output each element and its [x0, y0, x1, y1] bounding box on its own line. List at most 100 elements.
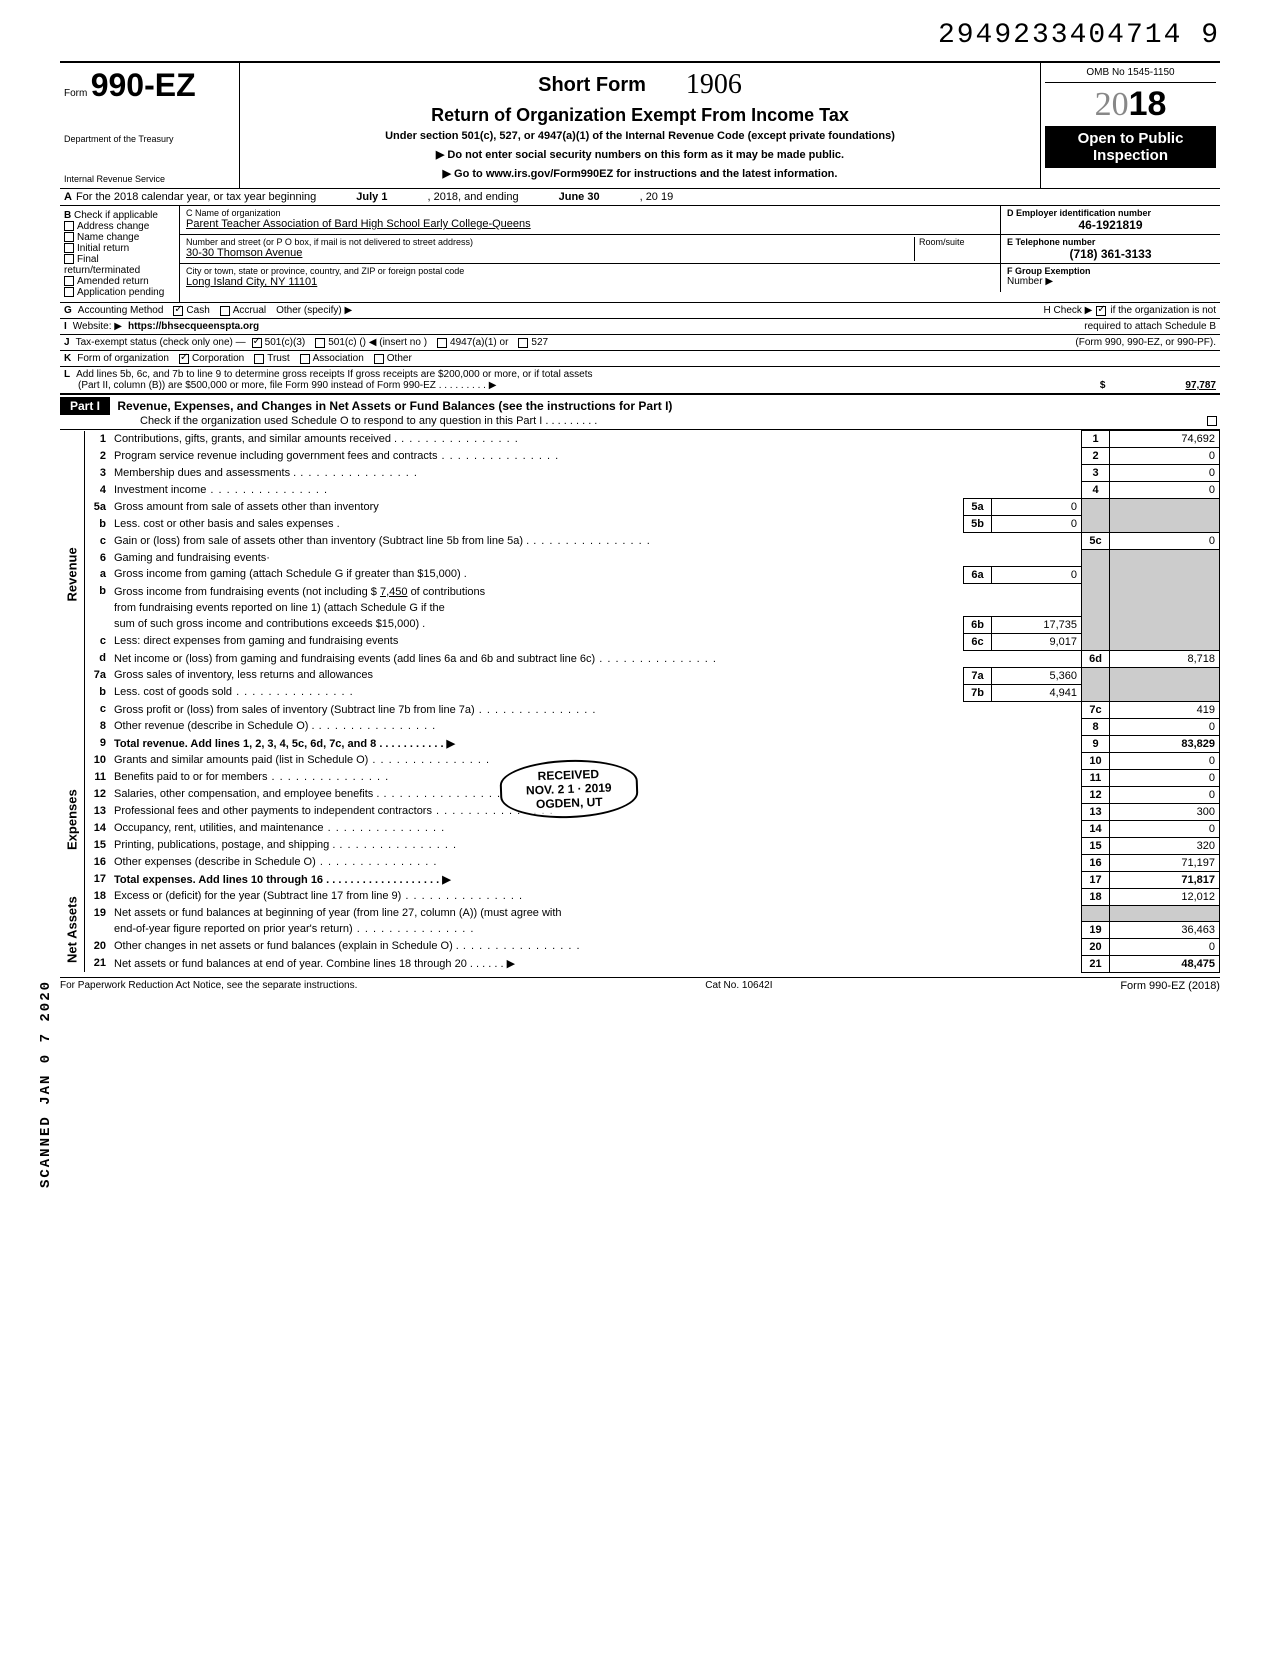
k-o4: Other	[387, 353, 412, 364]
l7b-sublbl: 7b	[964, 684, 992, 701]
j-label: J	[64, 337, 70, 348]
l12-num: 12	[84, 786, 110, 803]
b-check-label: Check if applicable	[74, 210, 158, 221]
l17-num: 17	[84, 871, 110, 888]
l19-desc2: end-of-year figure reported on prior yea…	[110, 921, 1082, 938]
g-accrual: Accrual	[233, 305, 266, 316]
g-other: Other (specify) ▶	[276, 305, 352, 316]
handwritten-note: 1906	[686, 69, 742, 101]
chk-name[interactable]	[64, 232, 74, 242]
line-a-end: June 30	[559, 191, 600, 203]
f-label: F Group Exemption	[1007, 266, 1214, 276]
l5b-num: b	[84, 516, 110, 533]
chk-trust[interactable]	[254, 354, 264, 364]
e-label: E Telephone number	[1007, 237, 1214, 247]
l20-desc: Other changes in net assets or fund bala…	[110, 938, 1082, 955]
chk-cash[interactable]	[173, 306, 183, 316]
j-o4: 527	[531, 337, 548, 348]
chk-h[interactable]	[1096, 306, 1106, 316]
l12-amt: 0	[1110, 786, 1220, 803]
l1-box: 1	[1082, 431, 1110, 448]
line-g-h: G Accounting Method Cash Accrual Other (…	[60, 303, 1220, 319]
chk-amended[interactable]	[64, 276, 74, 286]
chk-corp[interactable]	[179, 354, 189, 364]
header-right: OMB No 1545-1150 2018 Open to Public Ins…	[1040, 63, 1220, 188]
b-item-3: Final return/terminated	[64, 254, 140, 276]
open-to-public: Open to Public Inspection	[1045, 126, 1216, 168]
l14-desc: Occupancy, rent, utilities, and maintena…	[110, 820, 1082, 837]
dept-irs: Internal Revenue Service	[64, 174, 235, 184]
l6c-sublbl: 6c	[964, 633, 992, 650]
chk-initial[interactable]	[64, 243, 74, 253]
chk-527[interactable]	[518, 338, 528, 348]
dept-treasury: Department of the Treasury	[64, 134, 235, 144]
l6c-desc: Less: direct expenses from gaming and fu…	[110, 633, 964, 650]
subtitle: Under section 501(c), 527, or 4947(a)(1)…	[250, 130, 1030, 142]
c-name-value: Parent Teacher Association of Bard High …	[186, 218, 994, 230]
footer-left: For Paperwork Reduction Act Notice, see …	[60, 980, 357, 992]
l1-desc: Contributions, gifts, grants, and simila…	[110, 431, 1082, 448]
l7c-amt: 419	[1110, 701, 1220, 718]
l15-box: 15	[1082, 837, 1110, 854]
l19-shade-amt	[1110, 905, 1220, 921]
g-cash: Cash	[186, 305, 209, 316]
l20-box: 20	[1082, 938, 1110, 955]
l6b-desc3: sum of such gross income and contributio…	[110, 616, 964, 633]
l18-amt: 12,012	[1110, 888, 1220, 905]
l7c-box: 7c	[1082, 701, 1110, 718]
l6a-desc: Gross income from gaming (attach Schedul…	[110, 566, 964, 583]
c-name-cell: C Name of organization Parent Teacher As…	[180, 206, 1000, 234]
l5-shade	[1082, 499, 1110, 533]
chk-address[interactable]	[64, 221, 74, 231]
l9-num: 9	[84, 735, 110, 752]
l4-amt: 0	[1110, 482, 1220, 499]
l5b-desc: Less. cost or other basis and sales expe…	[110, 516, 964, 533]
j-o1: 501(c)(3)	[265, 337, 306, 348]
l5c-amt: 0	[1110, 533, 1220, 550]
b-item-2: Initial return	[77, 243, 129, 254]
chk-assoc[interactable]	[300, 354, 310, 364]
form-number: 990-EZ	[91, 67, 196, 103]
l5a-sublbl: 5a	[964, 499, 992, 516]
chk-final[interactable]	[64, 254, 74, 264]
tax-year: 2018	[1045, 85, 1216, 124]
chk-accrual[interactable]	[220, 306, 230, 316]
l6d-amt: 8,718	[1110, 650, 1220, 667]
block-cdef: C Name of organization Parent Teacher As…	[180, 206, 1220, 302]
l19-num: 19	[84, 905, 110, 938]
l6b-desc1: Gross income from fundraising events (no…	[110, 583, 1082, 600]
chk-501c[interactable]	[315, 338, 325, 348]
l7a-desc: Gross sales of inventory, less returns a…	[110, 667, 964, 684]
l11-amt: 0	[1110, 769, 1220, 786]
d-ein-cell: D Employer identification number 46-1921…	[1000, 206, 1220, 234]
l11-box: 11	[1082, 769, 1110, 786]
l6c-subval: 9,017	[992, 633, 1082, 650]
line-i: I Website: ▶ https://bhsecqueenspta.org …	[60, 319, 1220, 335]
chk-other-org[interactable]	[374, 354, 384, 364]
chk-pending[interactable]	[64, 287, 74, 297]
l5-shade-amt	[1110, 499, 1220, 533]
d-label: D Employer identification number	[1007, 208, 1214, 218]
chk-501c3[interactable]	[252, 338, 262, 348]
l2-desc: Program service revenue including govern…	[110, 448, 1082, 465]
l7a-num: 7a	[84, 667, 110, 684]
l17-amt: 71,817	[1110, 871, 1220, 888]
l-dollar: $	[1100, 380, 1106, 391]
l12-box: 12	[1082, 786, 1110, 803]
l3-desc: Membership dues and assessments .	[110, 465, 1082, 482]
l6-desc: Gaming and fundraising events·	[110, 550, 1082, 567]
line-a-text: For the 2018 calendar year, or tax year …	[76, 191, 316, 203]
l15-desc: Printing, publications, postage, and shi…	[110, 837, 1082, 854]
l8-desc: Other revenue (describe in Schedule O) .	[110, 718, 1082, 735]
l7c-num: c	[84, 701, 110, 718]
chk-4947[interactable]	[437, 338, 447, 348]
l6d-box: 6d	[1082, 650, 1110, 667]
l16-box: 16	[1082, 854, 1110, 871]
k-o2: Trust	[267, 353, 289, 364]
l8-amt: 0	[1110, 718, 1220, 735]
l21-num: 21	[84, 955, 110, 972]
chk-schedule-o[interactable]	[1207, 416, 1217, 426]
line-a-begin: July 1	[356, 191, 387, 203]
l18-num: 18	[84, 888, 110, 905]
j-o3: 4947(a)(1) or	[450, 337, 508, 348]
